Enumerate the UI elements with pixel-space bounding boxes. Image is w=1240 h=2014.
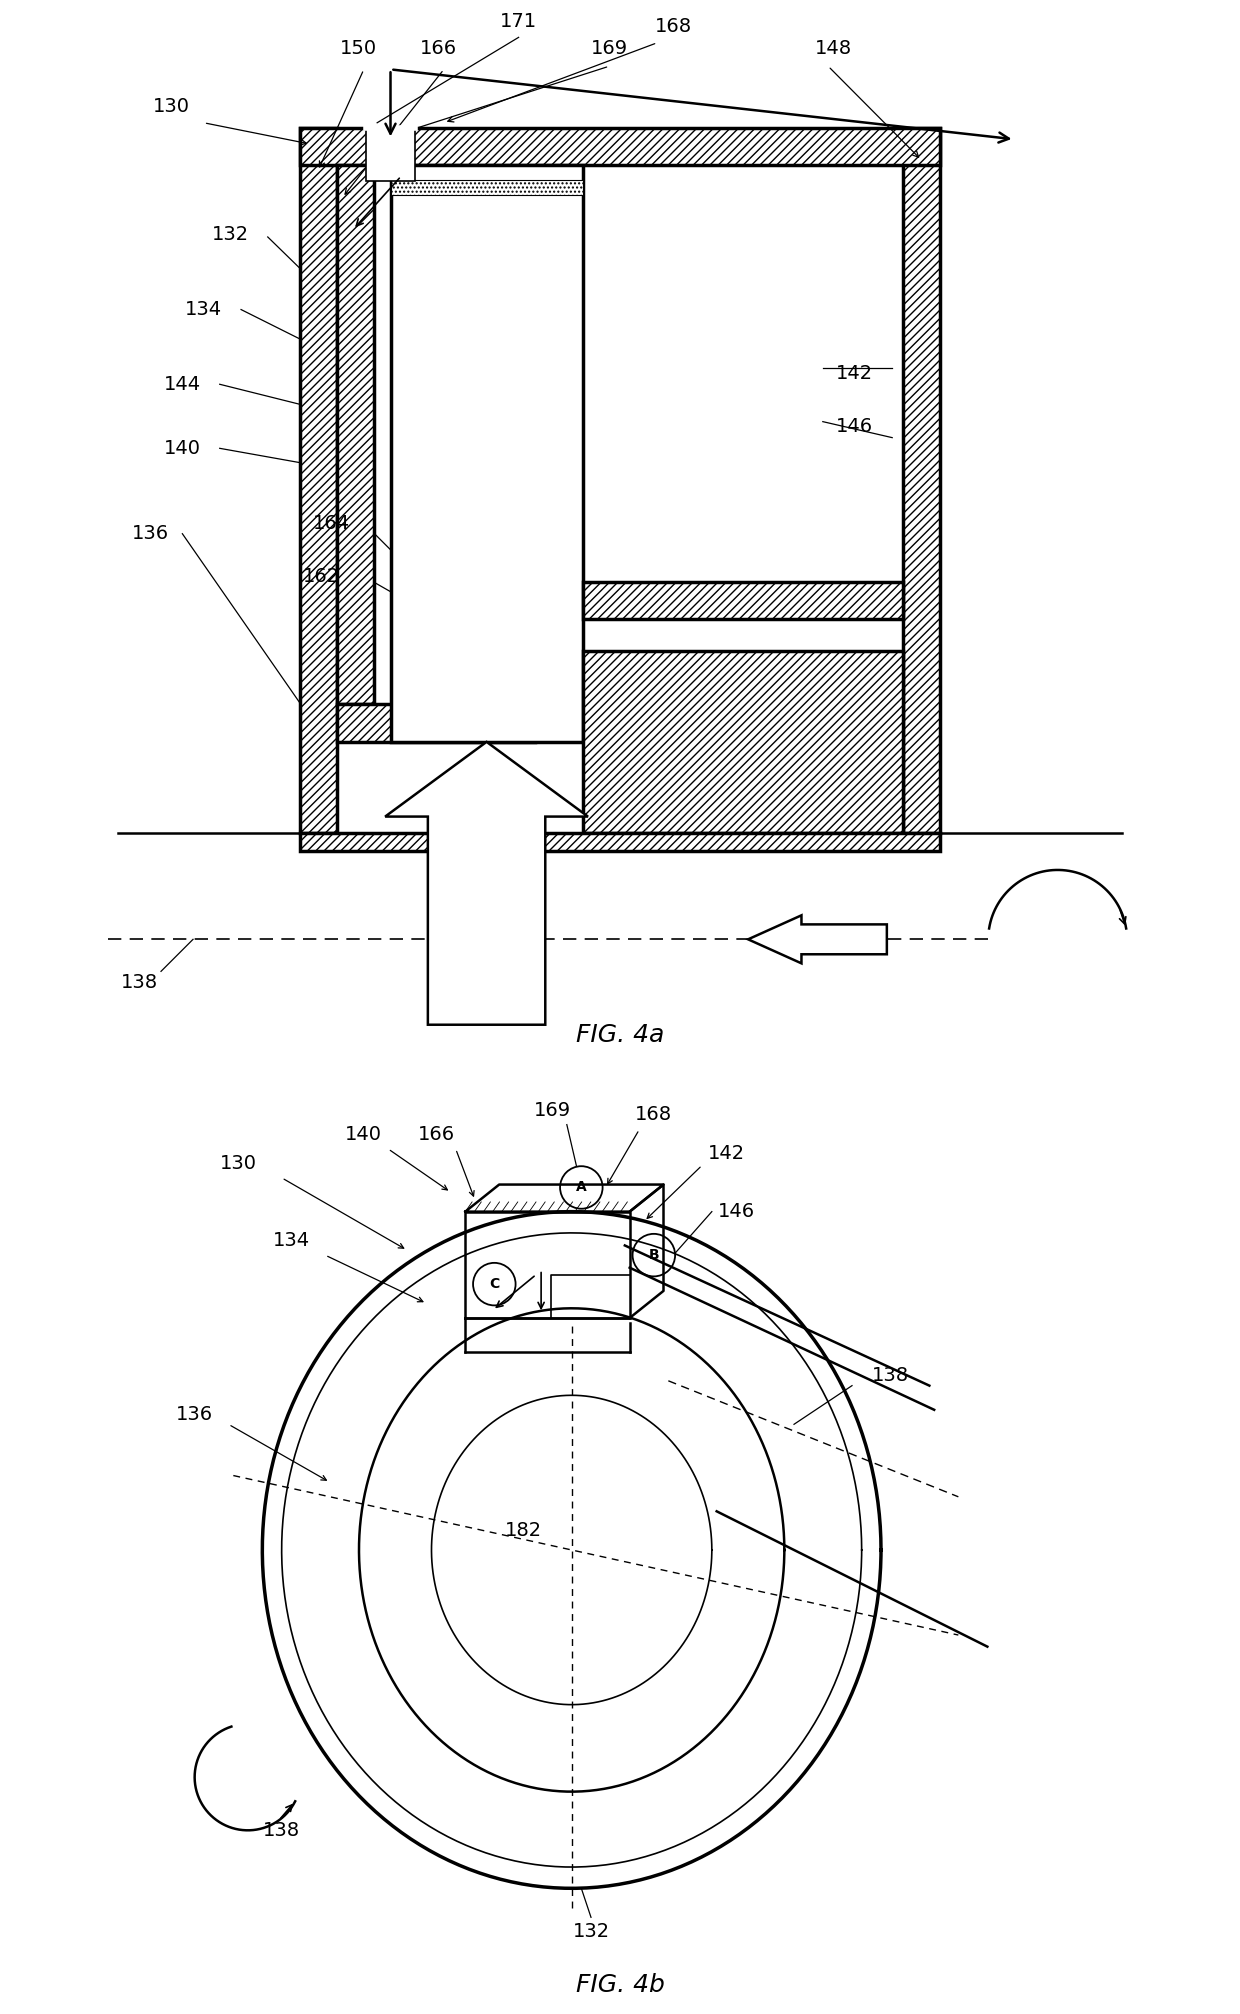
Text: 142: 142: [708, 1144, 745, 1164]
Text: 134: 134: [273, 1231, 310, 1251]
Bar: [391, 181, 583, 195]
Text: 130: 130: [154, 97, 190, 117]
Bar: [300, 129, 940, 165]
Text: 148: 148: [815, 38, 852, 58]
Bar: [300, 129, 337, 832]
Text: A: A: [575, 1180, 587, 1194]
Text: 136: 136: [176, 1406, 213, 1424]
Text: 182: 182: [505, 1521, 542, 1541]
Text: 138: 138: [263, 1821, 300, 1841]
Text: 150: 150: [340, 38, 377, 58]
Polygon shape: [386, 741, 588, 1025]
Bar: [337, 705, 534, 741]
Text: 146: 146: [836, 417, 873, 437]
Text: 130: 130: [219, 1154, 257, 1172]
Text: 169: 169: [590, 38, 627, 58]
Text: 166: 166: [418, 1124, 455, 1144]
Bar: [300, 832, 940, 852]
Bar: [583, 651, 903, 832]
Text: FIG. 4a: FIG. 4a: [575, 1023, 665, 1047]
Text: 132: 132: [212, 226, 249, 244]
Text: 138: 138: [872, 1365, 909, 1386]
Text: 168: 168: [655, 18, 692, 36]
Bar: [391, 165, 583, 741]
Text: 164: 164: [314, 514, 351, 532]
Text: 134: 134: [185, 300, 222, 318]
Text: 146: 146: [718, 1202, 755, 1220]
Text: 136: 136: [131, 524, 169, 544]
Text: 144: 144: [164, 375, 201, 395]
Bar: [583, 582, 903, 618]
Bar: [337, 165, 374, 705]
Text: 168: 168: [635, 1106, 672, 1124]
Bar: [367, 129, 414, 181]
Text: C: C: [490, 1277, 500, 1291]
Text: 142: 142: [836, 365, 873, 383]
Text: 140: 140: [345, 1124, 382, 1144]
Text: 166: 166: [420, 38, 458, 58]
Bar: [903, 129, 940, 832]
Text: 162: 162: [303, 566, 340, 586]
Text: 140: 140: [164, 439, 201, 457]
Polygon shape: [748, 914, 887, 963]
Text: FIG. 4b: FIG. 4b: [575, 1974, 665, 1998]
Text: 169: 169: [533, 1100, 570, 1120]
Text: B: B: [649, 1249, 660, 1263]
Text: 132: 132: [573, 1921, 610, 1941]
Text: 171: 171: [500, 12, 537, 30]
Text: 138: 138: [122, 973, 159, 991]
